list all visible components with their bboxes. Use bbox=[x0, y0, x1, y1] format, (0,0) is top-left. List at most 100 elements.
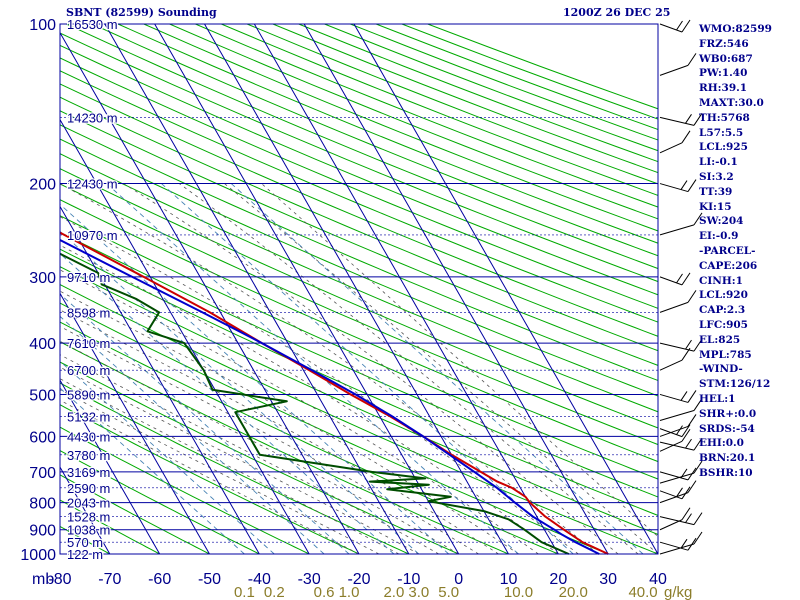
dry-adiabat bbox=[60, 215, 658, 480]
wind-barb bbox=[659, 19, 691, 33]
temperature-tick-label: -30 bbox=[298, 571, 321, 588]
stat-item: BRN:20.1 bbox=[699, 452, 756, 465]
wind-barb-staff bbox=[659, 490, 683, 500]
isotherm bbox=[303, 24, 609, 555]
wind-barb-flag bbox=[693, 460, 703, 474]
isotherm bbox=[0, 24, 10, 554]
wind-barb-flag bbox=[693, 113, 703, 126]
mixing-ratio-line bbox=[60, 315, 325, 555]
stat-item: SRDS:-54 bbox=[699, 422, 755, 435]
dewpoint-profile bbox=[60, 252, 570, 555]
stat-item: TH:5768 bbox=[699, 111, 750, 124]
wind-barb-staff bbox=[659, 342, 695, 352]
pressure-tick-label: 700 bbox=[29, 465, 56, 482]
pressure-tick-label: 1000 bbox=[20, 547, 56, 564]
wind-barb-flag bbox=[681, 428, 691, 442]
wind-barb-flag bbox=[687, 179, 697, 192]
wind-barb bbox=[659, 437, 703, 451]
pressure-tick-label: 600 bbox=[29, 429, 56, 446]
height-label: 10970 m bbox=[67, 228, 118, 243]
isotherm bbox=[204, 24, 509, 555]
mixing-ratio-line bbox=[230, 183, 644, 555]
stat-item: -WIND- bbox=[699, 363, 743, 376]
wind-barb-flag bbox=[685, 438, 692, 449]
wind-barb-staff bbox=[659, 276, 683, 286]
height-label: 14230 m bbox=[67, 110, 118, 125]
dry-adiabat bbox=[60, 32, 658, 283]
wind-barb bbox=[659, 212, 703, 236]
dry-adiabat bbox=[60, 382, 410, 555]
mixing-ratio-label: 1.0 bbox=[339, 584, 360, 600]
stat-item: EI:-0.9 bbox=[699, 230, 739, 243]
mixing-ratio-line bbox=[106, 183, 519, 555]
isotherm bbox=[253, 24, 559, 555]
mixing-ratio-label: 3.0 bbox=[408, 584, 429, 600]
wind-barb-staff bbox=[659, 116, 695, 126]
wind-barb-staff bbox=[659, 440, 683, 452]
dry-adiabat bbox=[60, 44, 658, 296]
wind-barb bbox=[659, 460, 703, 484]
dry-adiabat bbox=[60, 138, 658, 397]
stat-item: PW:1.40 bbox=[699, 67, 748, 80]
wind-barb-flag bbox=[676, 273, 683, 284]
mixing-ratio-line bbox=[60, 230, 420, 555]
temperature-tick-label: -50 bbox=[198, 571, 221, 588]
stat-item: TT:39 bbox=[699, 185, 733, 198]
moist-adiabat bbox=[123, 183, 619, 555]
wind-barb-flag bbox=[693, 338, 703, 352]
height-label: 8598 m bbox=[67, 305, 110, 320]
wind-barb-flag bbox=[681, 130, 691, 144]
wind-barb-flag bbox=[693, 437, 703, 451]
height-label: 4430 m bbox=[67, 429, 110, 444]
mixing-ratio-line bbox=[60, 293, 350, 555]
wind-barb-staff bbox=[659, 519, 683, 531]
wind-barb bbox=[659, 428, 691, 452]
wind-barb-flag bbox=[693, 212, 703, 226]
wind-barb bbox=[659, 347, 691, 371]
wind-barb bbox=[659, 512, 703, 526]
wind-barb-staff bbox=[659, 183, 689, 193]
stat-item: WB0:687 bbox=[699, 52, 753, 65]
parcel-profile bbox=[60, 238, 600, 555]
stat-item: LCL:920 bbox=[699, 289, 748, 302]
height-label: 1528 m bbox=[67, 510, 110, 525]
mixing-ratio-line bbox=[60, 253, 395, 555]
stat-item: -PARCEL- bbox=[699, 244, 756, 257]
mixing-ratio-label: 5.0 bbox=[438, 584, 459, 600]
height-label: 6700 m bbox=[67, 363, 110, 378]
wind-barb-staff bbox=[659, 410, 695, 422]
wind-barb-flag bbox=[676, 487, 683, 498]
isotherm bbox=[154, 24, 460, 555]
wind-barb bbox=[659, 113, 703, 126]
wind-barb-staff bbox=[659, 393, 689, 403]
wind-barb-staff bbox=[659, 224, 695, 236]
wind-barb-flag bbox=[687, 290, 697, 303]
wind-barb-flag bbox=[681, 507, 691, 521]
wind-barb bbox=[659, 480, 697, 504]
height-label: 9710 m bbox=[67, 270, 110, 285]
wind-barb bbox=[659, 272, 691, 286]
temperature-tick-label: 30 bbox=[599, 571, 617, 588]
wind-barb bbox=[659, 507, 691, 531]
wind-barb-flag bbox=[681, 272, 691, 286]
wind-barb-staff bbox=[659, 471, 689, 481]
mixing-ratio-line bbox=[60, 203, 450, 555]
wind-barb-staff bbox=[659, 425, 689, 437]
wind-barb-staff bbox=[659, 64, 689, 76]
stat-item: CAPE:206 bbox=[699, 259, 758, 272]
stat-item: BSHR:10 bbox=[699, 466, 753, 479]
mixing-ratio-unit: g/kg bbox=[664, 584, 692, 600]
wind-barb-flag bbox=[680, 538, 688, 549]
height-label: 3780 m bbox=[67, 448, 110, 463]
stat-item: EL:825 bbox=[699, 333, 741, 346]
mixing-ratio-label: 20.0 bbox=[559, 584, 588, 600]
isotherm bbox=[104, 24, 410, 555]
wind-barb-flag bbox=[681, 347, 691, 361]
height-label: 122 m bbox=[67, 547, 103, 562]
wind-barb bbox=[659, 53, 697, 76]
stat-item: LCL:925 bbox=[699, 141, 748, 154]
temperature-tick-label: 40 bbox=[649, 571, 667, 588]
stat-item: STM:126/12 bbox=[699, 378, 771, 391]
wind-barb-staff bbox=[659, 472, 695, 484]
wind-barb-flag bbox=[685, 513, 692, 523]
